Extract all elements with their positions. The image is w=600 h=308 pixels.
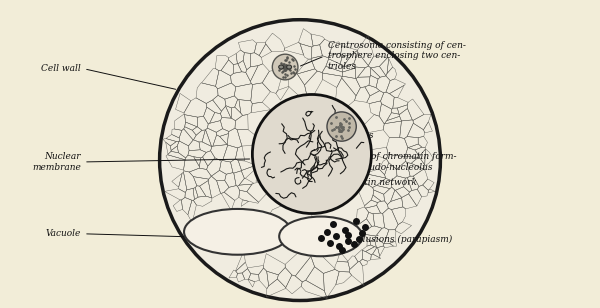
Circle shape xyxy=(253,95,371,213)
Circle shape xyxy=(272,54,298,80)
Ellipse shape xyxy=(278,65,284,69)
Ellipse shape xyxy=(184,209,291,255)
Text: Chromatin network: Chromatin network xyxy=(328,178,416,187)
Text: Nuclear
membrane: Nuclear membrane xyxy=(32,152,81,172)
Text: Nucleolus: Nucleolus xyxy=(328,131,373,140)
Text: Net-knot of chromatin form-
ing a pseudo-nucleolus: Net-knot of chromatin form- ing a pseudo… xyxy=(328,152,456,172)
Text: Cell wall: Cell wall xyxy=(41,64,81,73)
Text: Cell-inclusions (parapiasm): Cell-inclusions (parapiasm) xyxy=(328,235,452,244)
Ellipse shape xyxy=(287,65,292,69)
Text: Vacuole: Vacuole xyxy=(46,229,81,238)
Circle shape xyxy=(327,112,356,141)
Circle shape xyxy=(160,20,440,301)
Ellipse shape xyxy=(279,217,362,256)
Text: Centrosome consisting of cen-
trosphere enclosing two cen-
trioles: Centrosome consisting of cen- trosphere … xyxy=(328,41,466,71)
